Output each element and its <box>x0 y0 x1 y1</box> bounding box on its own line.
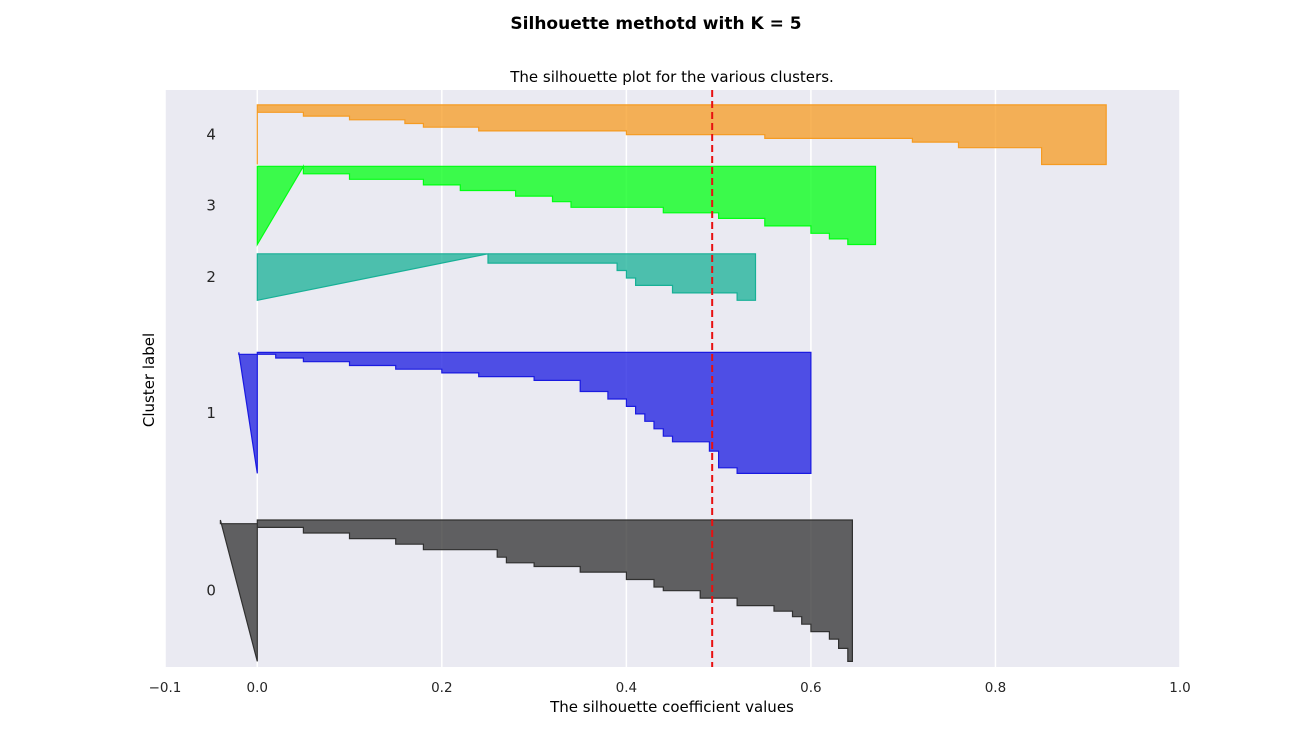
cluster-area-1 <box>238 351 812 474</box>
cluster-area-2 <box>256 253 757 302</box>
cluster-label-4: 4 <box>206 126 216 144</box>
x-tick-label: 0.6 <box>800 680 821 696</box>
x-tick-label: 0.8 <box>985 680 1006 696</box>
cluster-labels: 0 1 2 3 4 <box>206 126 216 600</box>
cluster-label-1: 1 <box>206 404 216 422</box>
x-tick-label: −0.1 <box>149 680 182 696</box>
cluster-label-3: 3 <box>206 196 216 214</box>
x-tick-label: 1.0 <box>1169 680 1190 696</box>
y-axis-label: Cluster label <box>140 333 158 427</box>
x-tick-label: 0.2 <box>431 680 452 696</box>
x-tick-label: 0.0 <box>247 680 268 696</box>
cluster-area-0 <box>219 519 853 662</box>
cluster-label-2: 2 <box>206 268 216 286</box>
x-axis-label: The silhouette coefficient values <box>549 698 794 716</box>
chart-suptitle: Silhouette methotd with K = 5 <box>510 14 801 34</box>
cluster-areas <box>219 104 1107 662</box>
cluster-area-4 <box>256 104 1107 166</box>
cluster-label-0: 0 <box>206 582 216 600</box>
cluster-area-3 <box>256 164 877 247</box>
chart-title: The silhouette plot for the various clus… <box>509 68 834 86</box>
x-tick-label: 0.4 <box>616 680 637 696</box>
x-tick-labels: −0.1 0.0 0.2 0.4 0.6 0.8 1.0 <box>149 680 1191 696</box>
